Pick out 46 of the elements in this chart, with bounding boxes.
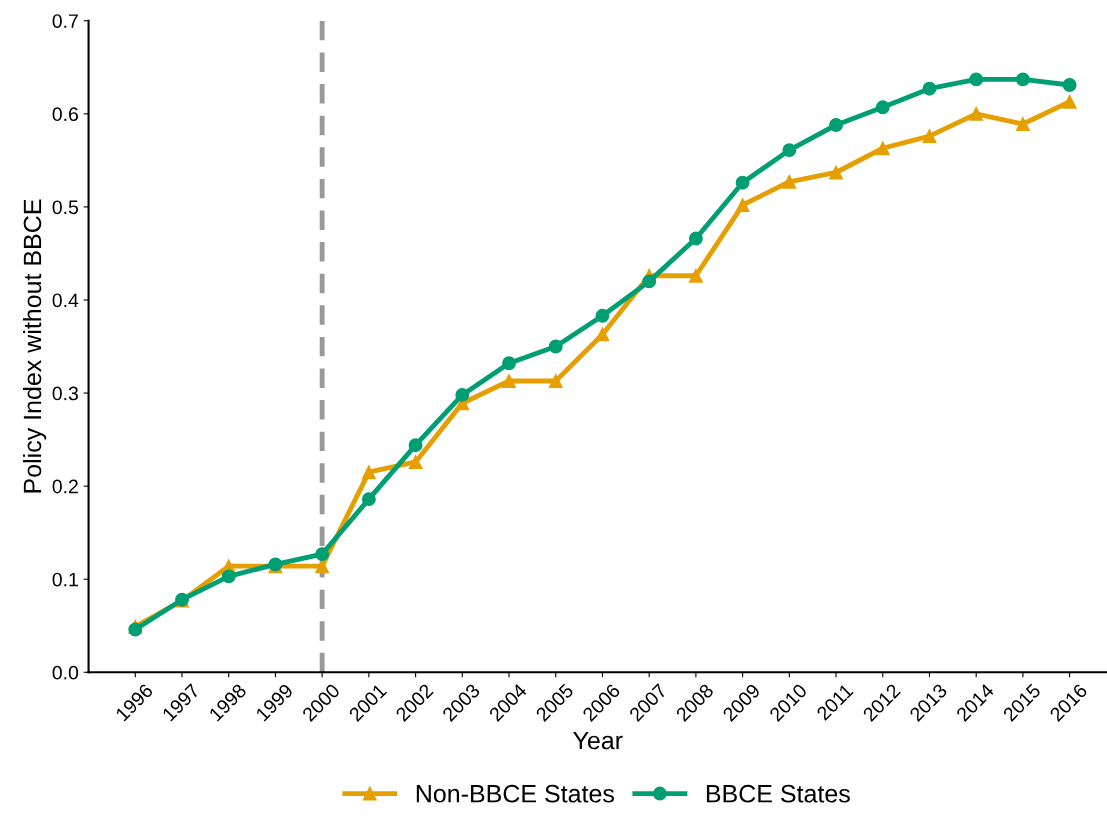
y-tick-label: 0.2 (52, 479, 78, 494)
y-tick-label: 0.6 (52, 107, 78, 122)
point (315, 559, 330, 574)
point (408, 438, 423, 453)
point (782, 143, 797, 158)
point (922, 81, 937, 96)
point (408, 454, 423, 469)
point (595, 308, 610, 323)
y-tick-label: 0.7 (52, 14, 78, 28)
x-axis-title: Year (573, 731, 623, 750)
point (688, 231, 703, 246)
point (1062, 94, 1077, 109)
point (502, 374, 516, 388)
legend-label: BBCE States (706, 784, 850, 803)
point (548, 339, 563, 354)
point (922, 129, 937, 144)
point (595, 327, 610, 342)
point (642, 274, 657, 289)
point (969, 106, 984, 121)
point (1015, 72, 1030, 87)
point (735, 198, 750, 212)
point (969, 72, 984, 87)
point (782, 174, 797, 189)
point (548, 374, 563, 388)
y-tick-label: 0.1 (52, 572, 78, 587)
point (361, 465, 376, 480)
point (735, 175, 750, 190)
point (1062, 78, 1077, 92)
point (1015, 117, 1030, 132)
point (875, 100, 890, 115)
point (829, 118, 843, 132)
point (829, 165, 843, 180)
point (455, 387, 470, 402)
point (361, 492, 376, 507)
y-tick-label: 0.3 (52, 386, 78, 401)
y-axis-title: Policy Index without BBCE (22, 199, 47, 493)
y-tick-label: 0.4 (52, 293, 79, 308)
point (315, 547, 330, 562)
point (221, 569, 236, 584)
point (128, 622, 143, 637)
legend-label: Non-BBCE States (416, 784, 614, 803)
y-tick-label: 0.5 (52, 200, 79, 215)
y-tick-label: 0.0 (52, 665, 79, 680)
point (688, 268, 703, 283)
point (875, 141, 890, 156)
point (502, 356, 516, 371)
